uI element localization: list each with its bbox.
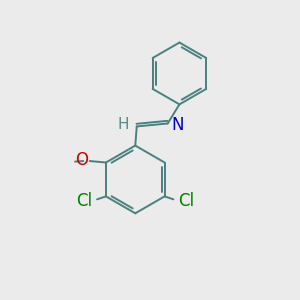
Text: Cl: Cl	[178, 192, 194, 210]
Text: Cl: Cl	[76, 192, 93, 210]
Text: N: N	[171, 116, 184, 134]
Text: O: O	[75, 152, 88, 169]
Text: H: H	[117, 117, 128, 132]
